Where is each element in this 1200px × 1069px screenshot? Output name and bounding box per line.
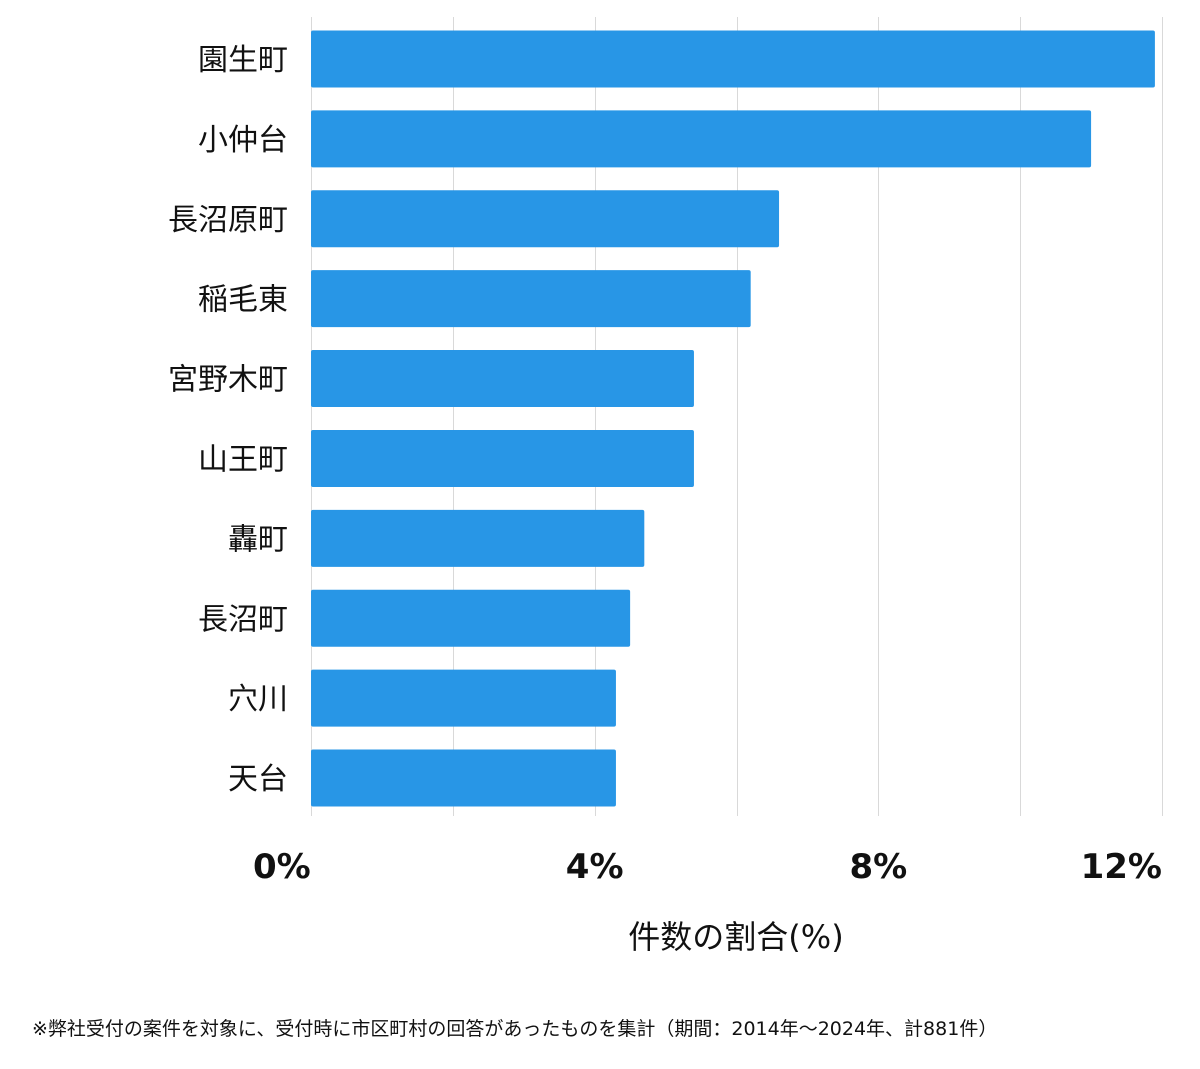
category-label: 長沼町 [198,602,288,637]
category-label: 穴川 [228,682,288,717]
footnote: ※弊社受付の案件を対象に、受付時に市区町村の回答があったものを集計（期間：201… [32,1018,998,1040]
x-tick-label: 12% [1081,847,1162,887]
bar [311,270,751,328]
x-tick-labels: 0% 4% 8% 12% [253,847,1162,887]
category-label: 小仲台 [198,123,288,158]
category-label: 天台 [228,762,288,797]
bar [311,190,780,248]
bar [311,509,645,567]
bar [311,669,616,727]
category-label: 山王町 [198,442,288,477]
bar [311,429,694,487]
x-tick-label: 4% [566,847,624,887]
bar [311,110,1092,168]
bar [311,749,616,807]
category-label: 園生町 [198,43,288,78]
category-label: 稲毛東 [198,283,288,318]
category-label: 宮野木町 [168,363,288,398]
x-tick-label: 8% [849,847,907,887]
bar [311,350,694,408]
bars [311,30,1155,807]
x-tick-label: 0% [253,847,311,887]
category-label: 轟町 [228,522,288,557]
category-label: 長沼原町 [168,203,288,238]
bar [311,30,1155,88]
bar [311,589,631,647]
x-axis-title: 件数の割合(%) [628,918,843,956]
